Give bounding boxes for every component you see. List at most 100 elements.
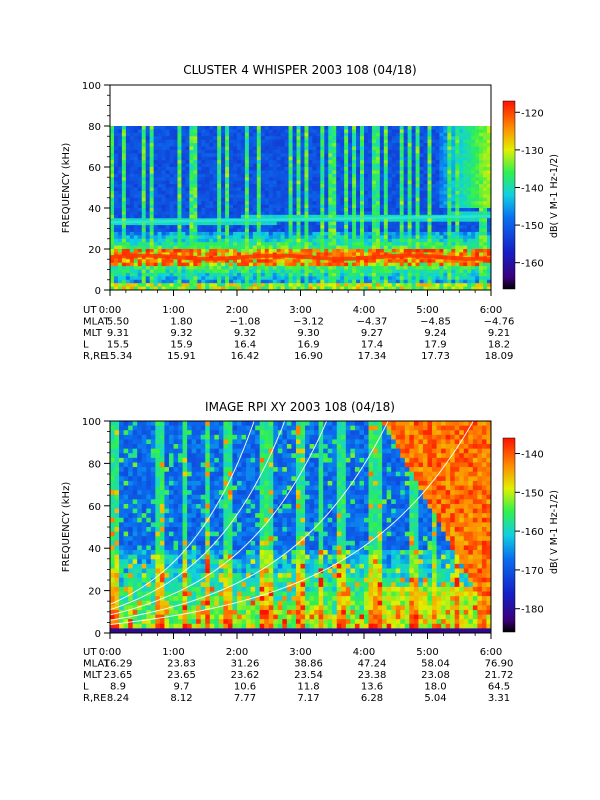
spectrogram-cell [244, 225, 250, 230]
spectrogram-cell [284, 173, 290, 178]
spectrogram-cell [463, 163, 468, 168]
spectrogram-cell [260, 139, 266, 144]
spectrogram-cell [157, 160, 163, 165]
spectrogram-cell [308, 279, 314, 284]
spectrogram-cell [132, 421, 138, 427]
spectrogram-cell [292, 156, 298, 161]
spectrogram-cell [240, 173, 246, 178]
chart-title: IMAGE RPI XY 2003 108 (04/18) [205, 400, 395, 414]
spectrogram-cell [169, 197, 175, 202]
spectrogram-cell [423, 139, 429, 144]
spectrogram-cell [312, 221, 317, 226]
spectrogram-cell [237, 149, 242, 154]
spectrogram-cell [288, 126, 294, 131]
spectrogram-cell [209, 153, 214, 158]
spectrogram-cell [336, 238, 341, 243]
spectrogram-cell [276, 201, 282, 206]
spectrogram-cell [125, 194, 131, 199]
spectrogram-cell [399, 279, 405, 284]
spectrogram-cell [344, 156, 349, 161]
spectrogram-cell [133, 163, 139, 168]
spectrogram-cell [169, 167, 175, 172]
spectrogram-cell [332, 163, 337, 168]
spectrogram-cell [114, 421, 120, 427]
spectrogram-cell [300, 245, 306, 250]
spectrogram-cell [177, 180, 183, 185]
spectrogram-cell [280, 211, 286, 216]
spectrogram-cell [344, 252, 349, 257]
spectrogram-cell [451, 211, 456, 216]
spectrogram-cell [209, 259, 214, 264]
spectrogram-cell [113, 160, 119, 165]
spectrogram-cell [479, 242, 484, 247]
spectrogram-cell [133, 235, 139, 240]
spectrogram-cell [463, 197, 468, 202]
spectrogram-cell [193, 262, 198, 267]
table-cell: 16.42 [231, 351, 260, 362]
spectrogram-cell [123, 494, 129, 500]
spectrogram-cell [475, 242, 480, 247]
spectrogram-cell [264, 180, 270, 185]
spectrogram-cell [280, 225, 286, 230]
spectrogram-cell [399, 197, 405, 202]
spectrogram-cell [280, 139, 286, 144]
table-cell: 17.34 [358, 351, 387, 362]
spectrogram-cell [197, 272, 202, 277]
spectrogram-cell [128, 430, 134, 436]
spectrogram-cell [443, 136, 448, 141]
spectrogram-cell [300, 279, 306, 284]
spectrogram-cell [439, 201, 444, 206]
spectrogram-cell [435, 156, 441, 161]
spectrogram-cell [209, 276, 214, 281]
spectrogram-cell [181, 269, 187, 274]
spectrogram-cell [132, 517, 138, 523]
spectrogram-cell [110, 439, 116, 445]
spectrogram-cell [340, 156, 345, 161]
spectrogram-cell [113, 201, 119, 206]
spectrogram-cell [324, 211, 329, 216]
spectrogram-cell [324, 170, 329, 175]
spectrogram-cell [467, 269, 472, 274]
spectrogram-cell [312, 194, 317, 199]
spectrogram-cell [479, 149, 484, 154]
spectrogram-cell [233, 173, 238, 178]
spectrogram-cell [324, 153, 329, 158]
spectrogram-cell [197, 149, 202, 154]
spectrogram-cell [340, 208, 345, 213]
spectrogram-cell [375, 266, 381, 271]
spectrogram-cell [463, 211, 468, 216]
spectrogram-cell [217, 211, 222, 216]
spectrogram-cell [371, 173, 377, 178]
spectrogram-cell [356, 245, 361, 250]
spectrogram-cell [133, 242, 139, 247]
spectrogram-cell [248, 231, 254, 236]
spectrogram-cell [119, 513, 125, 519]
spectrogram-cell [328, 194, 333, 199]
spectrogram-cell [395, 143, 401, 148]
spectrogram-cell [451, 242, 456, 247]
spectrogram-cell [133, 266, 139, 271]
spectrogram-cell [332, 259, 337, 264]
spectrogram-cell [292, 180, 298, 185]
spectrogram-cell [272, 272, 278, 277]
spectrogram-cell [367, 228, 373, 233]
spectrogram-cell [141, 139, 147, 144]
spectrogram-cell [292, 187, 298, 192]
spectrogram-cell [121, 259, 127, 264]
table-cell: 9.21 [488, 328, 510, 339]
spectrogram-cell [439, 153, 444, 158]
spectrogram-cell [443, 149, 448, 154]
spectrogram-cell [304, 214, 310, 219]
spectrogram-cell [423, 160, 429, 165]
spectrogram-cell [137, 129, 143, 134]
spectrogram-cell [268, 194, 274, 199]
spectrogram-cell [268, 190, 274, 195]
spectrogram-cell [455, 218, 460, 223]
spectrogram-cell [119, 503, 125, 510]
spectrogram-cell [264, 146, 270, 151]
spectrogram-cell [395, 231, 401, 236]
spectrogram-cell [248, 208, 254, 213]
spectrogram-cell [145, 218, 151, 223]
spectrogram-cell [288, 149, 294, 154]
spectrogram-cell [316, 272, 321, 277]
